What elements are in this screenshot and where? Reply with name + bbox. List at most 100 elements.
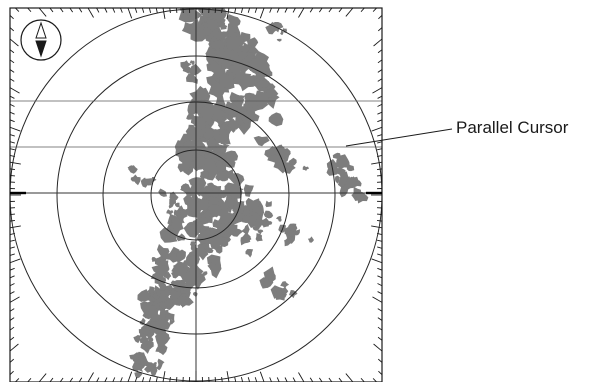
bearing-tick bbox=[69, 8, 74, 13]
bearing-tick bbox=[377, 134, 382, 137]
radar-echo bbox=[196, 199, 210, 211]
bearing-tick bbox=[254, 8, 258, 13]
radar-echo bbox=[153, 292, 160, 300]
bearing-tick bbox=[214, 8, 217, 14]
bearing-tick bbox=[292, 8, 296, 13]
bearing-tick bbox=[259, 8, 265, 19]
bearing-tick bbox=[10, 59, 15, 64]
bearing-tick bbox=[234, 8, 237, 13]
bearing-tick bbox=[328, 377, 333, 382]
bearing-tick bbox=[221, 376, 223, 382]
radar-echo bbox=[190, 26, 209, 42]
bearing-tick bbox=[377, 49, 382, 54]
radar-echo bbox=[346, 164, 355, 172]
bearing-tick bbox=[10, 168, 16, 171]
radar-echo bbox=[155, 346, 163, 354]
radar-echo bbox=[241, 224, 250, 235]
radar-echo bbox=[157, 358, 165, 368]
bearing-tick bbox=[377, 308, 382, 312]
radar-echo bbox=[173, 209, 181, 216]
radar-echo bbox=[307, 236, 314, 243]
bearing-tick bbox=[169, 376, 171, 382]
radar-echo bbox=[220, 192, 227, 199]
radar-echo bbox=[207, 19, 219, 30]
bearing-tick bbox=[240, 377, 244, 382]
radar-echo bbox=[207, 263, 222, 279]
bearing-tick bbox=[378, 15, 382, 20]
bearing-tick bbox=[155, 8, 158, 13]
bearing-tick bbox=[27, 377, 32, 382]
bearing-tick bbox=[10, 336, 15, 341]
bearing-tick bbox=[59, 8, 64, 13]
radar-echo bbox=[206, 137, 216, 148]
bearing-tick bbox=[377, 336, 382, 341]
radar-echo bbox=[224, 182, 243, 199]
bearing-tick bbox=[59, 377, 64, 382]
bearing-tick bbox=[377, 317, 382, 321]
radar-echo bbox=[178, 147, 193, 164]
bearing-tick bbox=[38, 8, 47, 17]
radar-echo bbox=[265, 200, 272, 208]
radar-echo bbox=[134, 371, 143, 379]
bearing-tick bbox=[247, 8, 251, 13]
bearing-tick bbox=[10, 161, 21, 165]
bearing-tick bbox=[377, 141, 382, 144]
bearing-tick bbox=[318, 8, 323, 13]
bearing-tick bbox=[10, 267, 15, 271]
radar-echo bbox=[141, 178, 153, 186]
radar-echo bbox=[189, 183, 201, 195]
radar-echo bbox=[128, 165, 135, 172]
radar-echo bbox=[200, 186, 207, 193]
radar-echo bbox=[155, 331, 170, 347]
bearing-tick bbox=[10, 296, 20, 303]
bearing-tick bbox=[377, 291, 382, 295]
bearing-tick bbox=[247, 377, 251, 382]
radar-echo bbox=[257, 229, 264, 235]
radar-echo bbox=[217, 8, 218, 9]
radar-echo bbox=[170, 289, 181, 300]
bearing-tick bbox=[376, 175, 382, 177]
radar-echo bbox=[243, 184, 254, 197]
bearing-scale-ticks bbox=[10, 8, 382, 382]
radar-echo bbox=[146, 340, 154, 349]
radar-echo bbox=[204, 216, 212, 221]
radar-echo bbox=[185, 193, 201, 213]
radar-echo bbox=[220, 138, 226, 145]
bearing-tick bbox=[148, 377, 152, 382]
radar-echo bbox=[229, 91, 242, 109]
bearing-tick bbox=[371, 258, 382, 264]
bearing-tick bbox=[284, 377, 288, 382]
radar-echo bbox=[174, 202, 180, 208]
bearing-tick bbox=[377, 246, 382, 249]
bearing-tick bbox=[10, 317, 15, 321]
bearing-tick bbox=[371, 161, 382, 165]
north-arrow-icon bbox=[20, 19, 62, 61]
bearing-tick bbox=[298, 8, 305, 18]
bearing-tick bbox=[234, 377, 237, 382]
radar-echo bbox=[210, 189, 219, 198]
radar-echo bbox=[207, 182, 215, 191]
radar-echo bbox=[234, 95, 245, 104]
radar-echo bbox=[218, 21, 228, 30]
radar-echo bbox=[206, 194, 225, 209]
radar-echo bbox=[183, 222, 202, 238]
radar-echo bbox=[226, 14, 241, 28]
radar-echo bbox=[136, 364, 143, 371]
bearing-tick bbox=[134, 377, 138, 382]
bearing-tick bbox=[120, 8, 123, 13]
radar-echo bbox=[264, 146, 278, 158]
bearing-tick bbox=[10, 126, 21, 132]
radar-echo bbox=[212, 8, 227, 21]
radar-echo bbox=[163, 271, 172, 281]
bearing-tick bbox=[328, 8, 333, 13]
bearing-tick bbox=[377, 155, 382, 157]
bearing-tick bbox=[372, 296, 382, 303]
radar-echo bbox=[133, 177, 141, 186]
bearing-tick bbox=[96, 377, 100, 382]
radar-echo bbox=[147, 286, 155, 294]
bearing-tick bbox=[127, 371, 133, 382]
bearing-tick bbox=[10, 78, 15, 82]
bearing-tick bbox=[10, 119, 15, 123]
bearing-tick bbox=[298, 372, 305, 382]
bearing-tick bbox=[112, 8, 116, 13]
